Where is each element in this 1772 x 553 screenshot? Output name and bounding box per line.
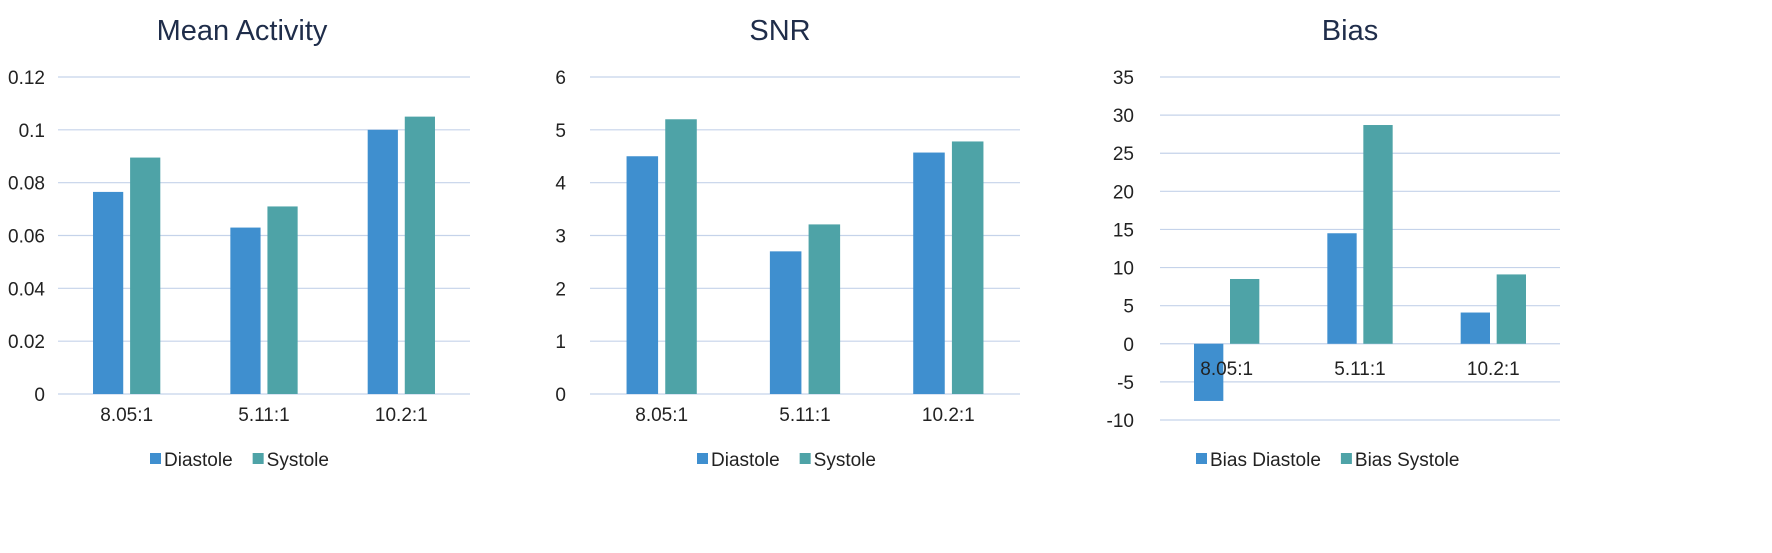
bar-bias-systole (1363, 125, 1393, 344)
bar-systole (130, 157, 161, 394)
bar-bias-diastole (1194, 343, 1224, 401)
y-tick-label: 10 (1113, 259, 1134, 280)
x-category-label: 10.2:1 (375, 405, 428, 426)
legend-label: Systole (267, 450, 329, 471)
bar-systole (665, 119, 697, 395)
x-category-label: 8.05:1 (1200, 359, 1253, 380)
bar-diastole (367, 129, 398, 395)
chart-title: Mean Activity (157, 15, 328, 47)
y-tick-label: 0 (1123, 335, 1134, 356)
bar-systole (951, 141, 984, 394)
bar-diastole (769, 251, 802, 394)
x-category-label: 8.05:1 (100, 405, 153, 426)
legend-label: Diastole (711, 450, 780, 471)
y-tick-label: 35 (1113, 68, 1134, 89)
y-tick-label: 0.12 (8, 68, 45, 89)
y-tick-label: 5 (555, 121, 566, 142)
y-tick-label: 20 (1113, 182, 1134, 203)
y-tick-label: 0.08 (8, 174, 45, 195)
x-category-label: 8.05:1 (635, 405, 688, 426)
legend-swatch (697, 453, 708, 464)
x-category-label: 5.11:1 (238, 405, 289, 426)
legend-swatch (1196, 453, 1207, 464)
y-tick-label: 3 (555, 227, 566, 248)
x-category-label: 10.2:1 (922, 405, 975, 426)
bar-systole (404, 116, 435, 394)
legend-label: Systole (814, 450, 876, 471)
chart-1: Mean Activity 0 0.02 0.04 0.06 0.08 0.1 0.12 8.0… (8, 15, 470, 471)
bar-bias-diastole (1460, 312, 1490, 344)
bar-diastole (626, 156, 659, 394)
legend-label: Diastole (164, 450, 233, 471)
legend-swatch (799, 453, 811, 464)
bar-bias-systole (1496, 274, 1526, 344)
bar-bias-systole (1230, 278, 1260, 344)
bar-diastole (230, 227, 261, 394)
chart-3: Bias -10 -5 0 5 10 15 20 25 30 35 8.05:1 5.11:1 10.2:… (1107, 15, 1560, 471)
y-tick-label: 0.1 (19, 121, 45, 142)
x-category-label: 5.11:1 (779, 405, 830, 426)
y-tick-label: 4 (555, 174, 566, 195)
x-category-label: 10.2:1 (1467, 359, 1520, 380)
bar-diastole (93, 191, 124, 394)
legend-swatch (252, 453, 264, 464)
y-tick-label: 0 (34, 385, 45, 406)
legend-swatch (1340, 453, 1352, 464)
y-tick-label: 6 (555, 68, 566, 89)
y-tick-label: 25 (1113, 144, 1134, 165)
y-tick-label: 0.02 (8, 332, 45, 353)
chart-title: Bias (1322, 15, 1378, 47)
y-tick-label: 15 (1113, 220, 1134, 241)
y-tick-label: 0.06 (8, 227, 45, 248)
y-tick-label: 1 (555, 332, 566, 353)
legend-label: Bias Diastole (1210, 450, 1321, 471)
bar-systole (808, 224, 841, 394)
x-category-label: 5.11:1 (1334, 359, 1385, 380)
chart-2: SNR 0 1 2 3 4 5 6 8.05:1 5.11:1 10.2:1 Diastole Syst… (555, 15, 1020, 471)
bar-systole (267, 206, 298, 394)
legend-label: Bias Systole (1355, 450, 1460, 471)
legend-swatch (150, 453, 161, 464)
y-tick-label: 30 (1113, 106, 1134, 127)
y-tick-label: -10 (1107, 411, 1134, 432)
y-tick-label: 0 (555, 385, 566, 406)
bar-diastole (913, 152, 945, 394)
y-tick-label: 2 (555, 279, 566, 300)
y-tick-label: -5 (1117, 373, 1134, 394)
y-tick-label: 0.04 (8, 279, 45, 300)
y-tick-label: 5 (1123, 297, 1134, 318)
chart-title: SNR (749, 15, 810, 47)
bar-bias-diastole (1327, 233, 1357, 344)
